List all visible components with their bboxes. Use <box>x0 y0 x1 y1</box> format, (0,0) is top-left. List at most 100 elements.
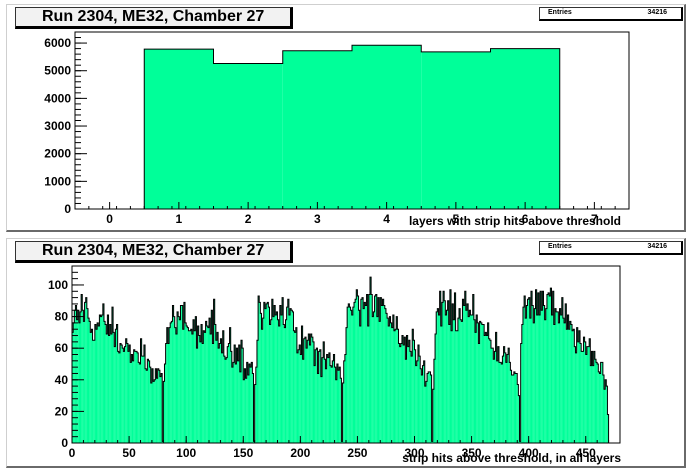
histogram-bin <box>210 333 212 443</box>
histogram-bin <box>602 375 605 443</box>
histogram-bin <box>427 373 429 443</box>
histogram-bin <box>348 303 350 443</box>
histogram-bin <box>604 389 606 443</box>
histogram-bin <box>209 318 211 443</box>
histogram-bin <box>338 370 340 443</box>
histogram-bin <box>349 307 351 443</box>
histogram-bin <box>501 363 503 443</box>
histogram-bin <box>478 343 480 443</box>
histogram-bin <box>388 326 390 443</box>
histogram-bin <box>130 362 132 443</box>
histogram-bin <box>244 368 246 443</box>
histogram-bin <box>99 314 101 443</box>
histogram-bin <box>360 299 362 443</box>
histogram-bin <box>108 335 110 443</box>
histogram-bin <box>355 299 357 443</box>
histogram-bin <box>322 357 324 443</box>
histogram-bin <box>462 299 464 443</box>
histogram-bin <box>541 310 543 443</box>
histogram-bin <box>164 363 166 443</box>
histogram-bin <box>147 359 149 443</box>
histogram-bin <box>597 363 599 443</box>
histogram-bin <box>538 314 541 443</box>
histogram-bin <box>511 375 513 443</box>
histogram-bin <box>82 310 84 443</box>
histogram-bin <box>294 332 296 443</box>
histogram-bin <box>468 316 470 443</box>
histogram-bin <box>219 343 221 443</box>
histogram-bin <box>134 351 136 443</box>
histogram-bin <box>451 330 453 443</box>
histogram-bin <box>332 360 334 443</box>
histogram-bin <box>438 314 440 443</box>
histogram-bin <box>473 319 476 443</box>
histogram-bin <box>185 322 187 443</box>
histogram-bin <box>334 367 336 443</box>
histogram-bin <box>344 354 346 443</box>
histogram-bin <box>95 329 98 443</box>
histogram-bin <box>81 294 83 443</box>
histogram-bin <box>284 327 286 443</box>
histogram-bin <box>235 363 237 443</box>
histogram-bin <box>253 441 255 443</box>
histogram-bin <box>526 305 528 443</box>
histogram-bin <box>310 333 312 443</box>
histogram-bin <box>262 318 264 443</box>
histogram-bin <box>605 379 607 443</box>
histogram-bin <box>443 291 445 443</box>
x-tick-label: 50 <box>122 446 136 460</box>
histogram-bin <box>548 292 550 443</box>
histogram-bin <box>236 348 238 443</box>
histogram-bin <box>291 310 293 443</box>
histogram-bin <box>85 297 87 443</box>
histogram-bin <box>598 371 600 443</box>
histogram-bin <box>215 340 217 443</box>
histogram-bin <box>126 343 128 443</box>
histogram-bin <box>127 351 130 443</box>
histogram-bin <box>373 311 375 443</box>
histogram-bin <box>584 341 586 443</box>
histogram-bin <box>606 386 608 443</box>
histogram-bin <box>97 322 99 443</box>
histogram-bin <box>299 345 301 443</box>
histogram-bin <box>506 354 509 443</box>
histogram-bin <box>121 345 123 443</box>
histogram-bin <box>419 356 421 443</box>
histogram-bin <box>94 324 96 443</box>
histogram-bin <box>221 352 223 443</box>
histogram-bin <box>149 367 151 443</box>
histogram-bin <box>129 345 131 443</box>
x-tick-label: 5 <box>453 212 460 226</box>
histogram-bin <box>551 314 553 443</box>
histogram-bin <box>243 379 245 443</box>
histogram-bin <box>323 341 325 443</box>
histogram-bin <box>311 337 313 443</box>
histogram-bin <box>593 351 595 443</box>
histogram-bin <box>138 362 140 443</box>
x-tick-label: 200 <box>290 446 310 460</box>
histogram-bin <box>175 333 178 443</box>
histogram-bin <box>489 340 491 443</box>
histogram-bin <box>508 348 510 443</box>
histogram-bin <box>376 316 378 443</box>
top-histogram-pad: 0 1000 2000 3000 4000 5000 6000 0 1 2 3 4 5 6 7 layers … <box>6 4 686 232</box>
histogram-bin <box>607 414 609 443</box>
histogram-bin <box>524 296 526 443</box>
histogram-bin <box>178 316 180 443</box>
histogram-bin <box>268 307 270 443</box>
histogram-bin <box>519 441 521 443</box>
histogram-bar <box>282 50 352 210</box>
histogram-bin <box>409 351 412 443</box>
histogram-bin <box>562 318 565 443</box>
histogram-bin <box>417 345 420 443</box>
histogram-bin <box>119 343 122 443</box>
histogram-bin <box>488 338 490 443</box>
histogram-bin <box>456 330 458 443</box>
histogram-bar <box>421 51 491 209</box>
histogram-bin <box>455 330 457 443</box>
histogram-bin <box>277 319 279 443</box>
histogram-bin <box>383 305 385 443</box>
x-tick-label: 450 <box>576 446 596 460</box>
histogram-bin <box>381 305 383 443</box>
histogram-bin <box>600 362 602 443</box>
